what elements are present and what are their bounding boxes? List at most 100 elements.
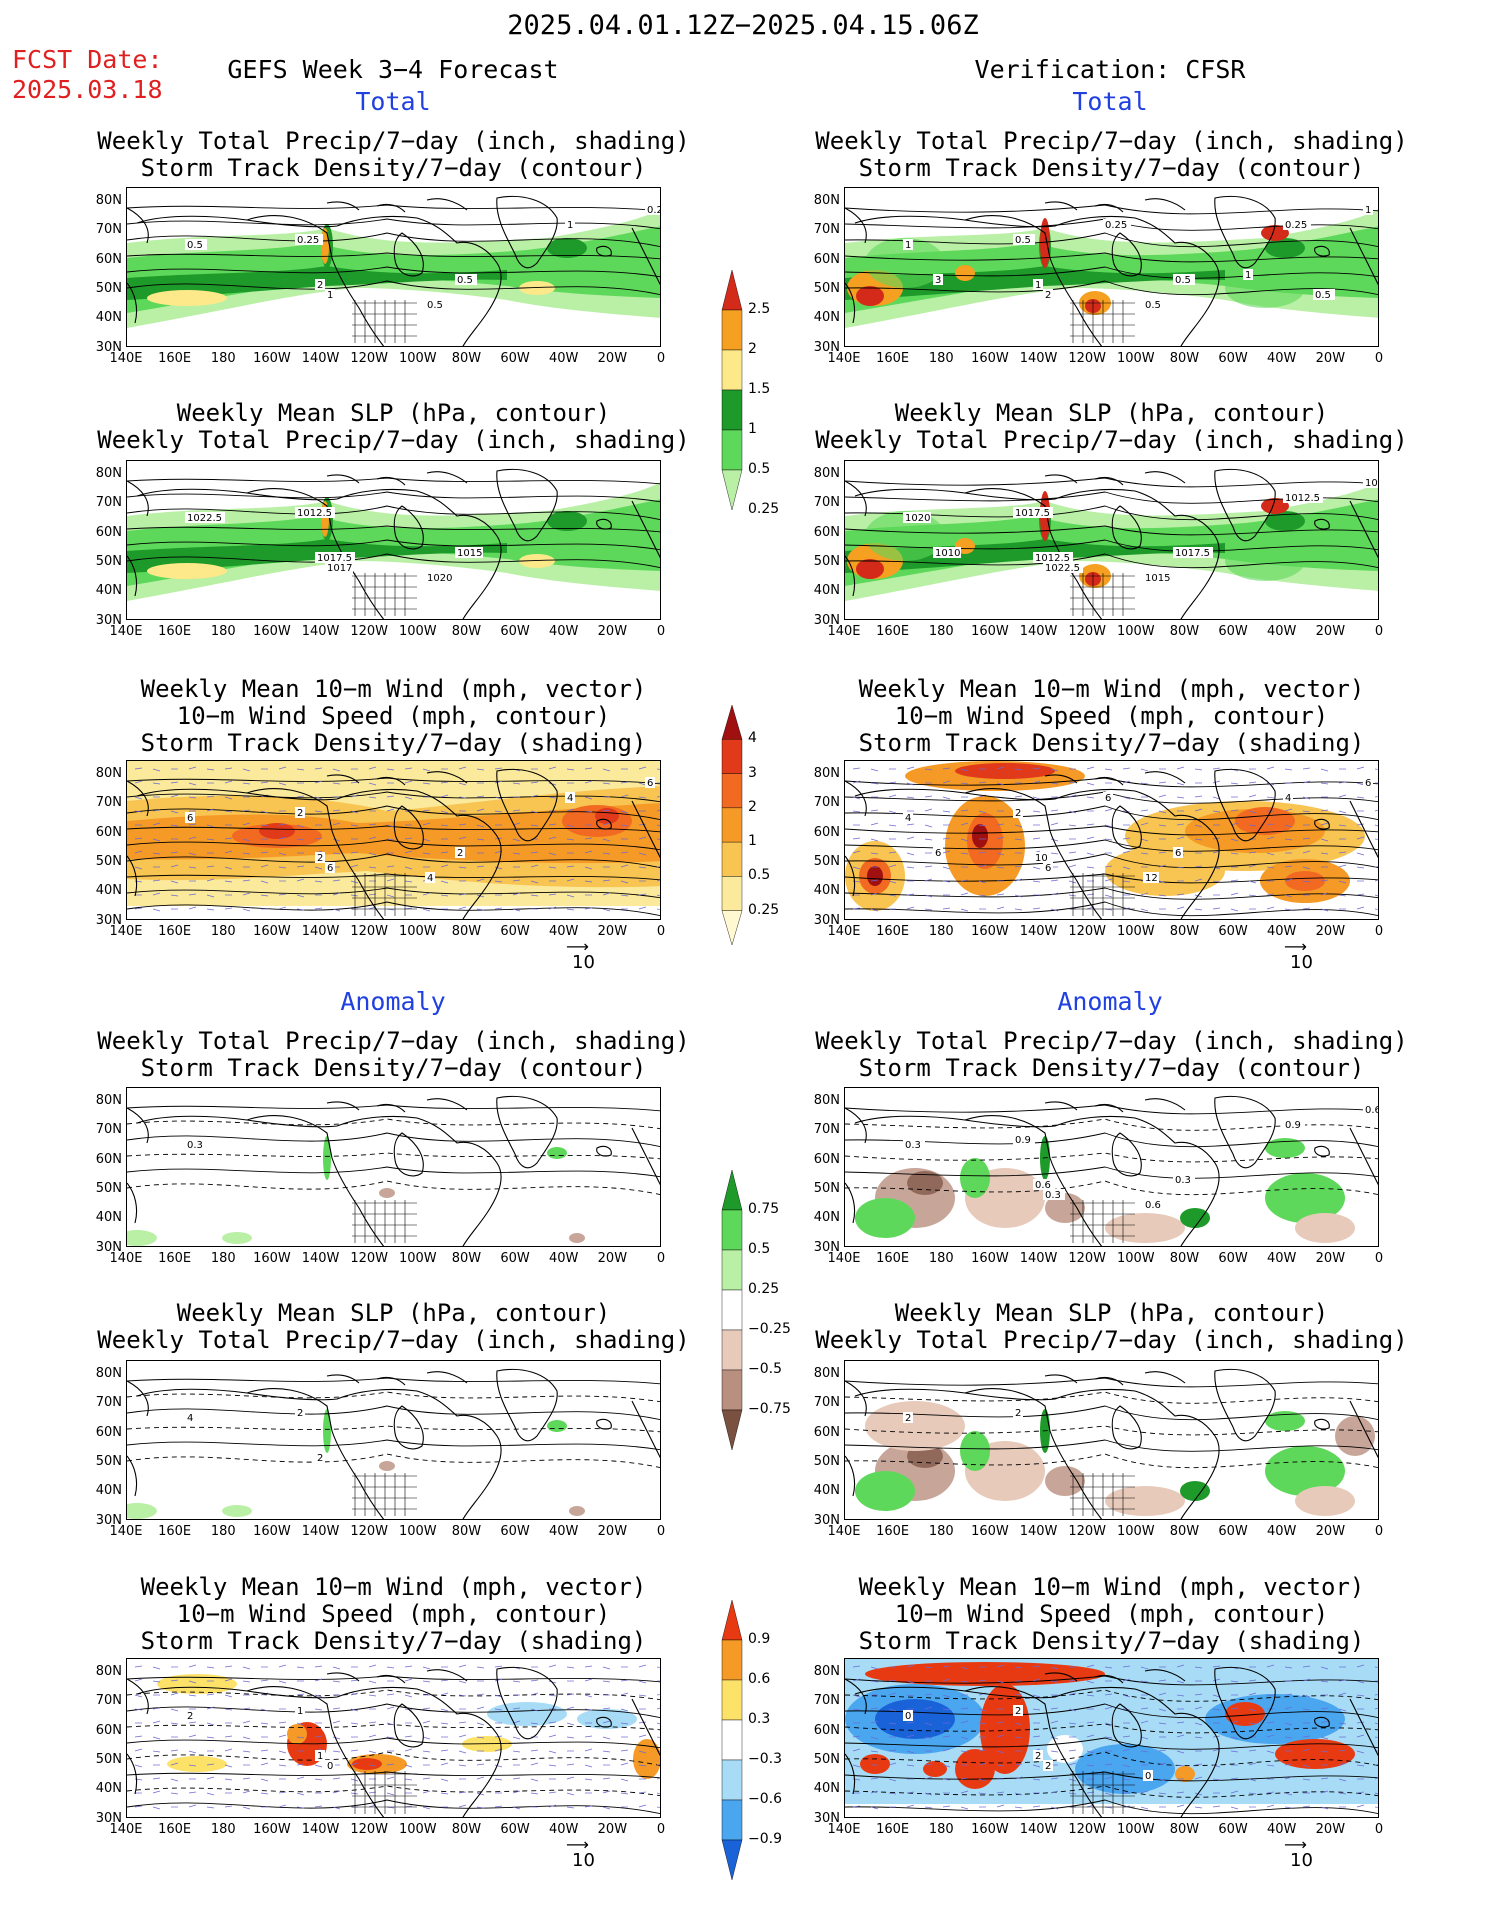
map-frame: 0.30.90.60.30.60.30.90.6 xyxy=(844,1087,1379,1247)
map-frame: 0.3 xyxy=(126,1087,661,1247)
lon-label: 140W xyxy=(1019,351,1058,366)
lon-label: 40W xyxy=(549,624,579,639)
contour-label: 12 xyxy=(1145,873,1158,884)
lon-label: 100W xyxy=(1116,924,1155,939)
panel-title-line: Weekly Total Precip/7−day (inch, shading… xyxy=(97,426,690,454)
contour-label: 6 xyxy=(1365,778,1371,789)
lat-label: 30N xyxy=(813,1810,840,1826)
colorbar-storm_total: 4 3 2 1 0.5 0.25 xyxy=(720,704,779,949)
colorbar-swatch xyxy=(721,1169,743,1211)
lat-label: 70N xyxy=(95,1693,122,1709)
lon-label: 160E xyxy=(876,1524,910,1539)
colorbar-label: 3 xyxy=(748,764,757,781)
lat-label: 80N xyxy=(95,466,122,481)
lon-label: 0 xyxy=(1374,1822,1384,1837)
lon-label: 160E xyxy=(158,351,192,366)
contour-label: 2 xyxy=(1045,1761,1051,1772)
contour-label: 0.25 xyxy=(1105,220,1127,231)
contour-label: 3 xyxy=(935,275,941,286)
lon-label: 160W xyxy=(253,1822,291,1837)
lat-label: 30N xyxy=(813,1239,840,1255)
lon-label: 160W xyxy=(971,351,1009,366)
lat-label: 30N xyxy=(95,612,122,628)
colorbar-label: 0.25 xyxy=(748,1281,780,1297)
lon-label: 140W xyxy=(301,1251,340,1266)
coastlines xyxy=(127,1368,660,1519)
lat-label: 30N xyxy=(95,1512,122,1528)
contour-label: 6 xyxy=(1175,848,1181,859)
contour-label: 6 xyxy=(327,863,333,874)
contour-label: 1012.5 xyxy=(1035,553,1070,564)
colorbar-label: −0.6 xyxy=(748,1791,782,1807)
lat-label: 50N xyxy=(95,853,122,869)
lon-label: 140E xyxy=(827,351,861,366)
lon-label: 60W xyxy=(500,351,530,366)
colorbar-label: 0.6 xyxy=(748,1671,771,1687)
lon-label: 160E xyxy=(876,351,910,366)
lon-label: 120W xyxy=(1068,1251,1107,1266)
lon-label: 180 xyxy=(928,1822,954,1837)
fcst-date: 2025.03.18 xyxy=(12,75,163,104)
lon-label: 180 xyxy=(210,1251,236,1266)
lon-label: 60W xyxy=(1218,624,1248,639)
lon-label: 0 xyxy=(656,1524,666,1539)
map-frame: 4 2 10 6 12 6 4 6 6 6 xyxy=(844,760,1379,920)
coastlines xyxy=(127,768,660,919)
contour-label: 0.5 xyxy=(1315,290,1331,301)
vector-reference-value: 10 xyxy=(1290,952,1313,973)
lat-label: 60N xyxy=(813,1151,840,1167)
shading-layer xyxy=(127,761,660,906)
contour-label: 2 xyxy=(1015,1408,1021,1419)
lat-label: 40N xyxy=(813,1781,840,1797)
colorbar-label: −0.25 xyxy=(748,1321,791,1337)
colorbar-label: 2 xyxy=(748,798,757,815)
map-frame: 1022.5 1012.5 1017.5 1017 1020 1015 xyxy=(126,460,661,620)
lon-label: 20W xyxy=(1315,1524,1346,1539)
contour-label: 6 xyxy=(1105,793,1111,804)
panel-title-line: 10−m Wind Speed (mph, contour) xyxy=(176,1600,611,1628)
lat-label: 30N xyxy=(813,612,840,628)
lat-label: 50N xyxy=(95,280,122,296)
coastlines xyxy=(845,195,1378,346)
colorbar-swatch xyxy=(721,1369,743,1411)
contour-label: 1 xyxy=(1035,280,1041,291)
lon-label: 20W xyxy=(597,624,628,639)
lon-label: 120W xyxy=(1068,351,1107,366)
panel-title-line: 10−m Wind Speed (mph, contour) xyxy=(176,702,611,730)
colorbar-label: 2.5 xyxy=(748,301,771,317)
contour-label: 0.25 xyxy=(1285,220,1307,231)
colorbar-swatch xyxy=(721,876,743,911)
panel-title-line: Weekly Total Precip/7−day (inch, shading… xyxy=(815,1027,1408,1055)
lon-label: 160W xyxy=(253,1524,291,1539)
contour-layer xyxy=(127,1104,660,1196)
lon-label: 20W xyxy=(1315,1822,1346,1837)
lon-label: 20W xyxy=(597,1822,628,1837)
coastlines xyxy=(845,1095,1378,1246)
lon-label: 160E xyxy=(158,624,192,639)
lat-label: 70N xyxy=(813,795,840,811)
contour-label: 1015 xyxy=(1145,573,1170,584)
map-frame: 1020 1017.5 1012.5 1022.5 1015 1017.5 1012.5 10… xyxy=(844,460,1379,620)
vector-reference: ⟶ 10 xyxy=(566,1835,595,1872)
lon-label: 120W xyxy=(1068,924,1107,939)
colorbar-swatch xyxy=(721,704,743,740)
lat-label: 60N xyxy=(813,1424,840,1440)
lon-label: 140W xyxy=(301,1524,340,1539)
contour-labels: 4 2 2 xyxy=(185,1407,325,1464)
colorbar-label: 0.5 xyxy=(748,867,771,884)
lat-label: 60N xyxy=(95,251,122,267)
coastlines xyxy=(127,468,660,619)
coastlines xyxy=(845,1368,1378,1519)
lon-label: 100W xyxy=(1116,1251,1155,1266)
lon-label: 160E xyxy=(876,624,910,639)
lon-label: 120W xyxy=(350,351,389,366)
contour-label: 0.5 xyxy=(1175,275,1191,286)
lon-label: 40W xyxy=(1267,1822,1297,1837)
panel-title-line: Storm Track Density/7−day (contour) xyxy=(140,154,647,182)
contour-label: 1020 xyxy=(905,513,930,524)
lon-label: 140W xyxy=(1019,1251,1058,1266)
lat-label: 30N xyxy=(95,912,122,928)
lon-label: 100W xyxy=(398,1524,437,1539)
lon-label: 180 xyxy=(210,351,236,366)
